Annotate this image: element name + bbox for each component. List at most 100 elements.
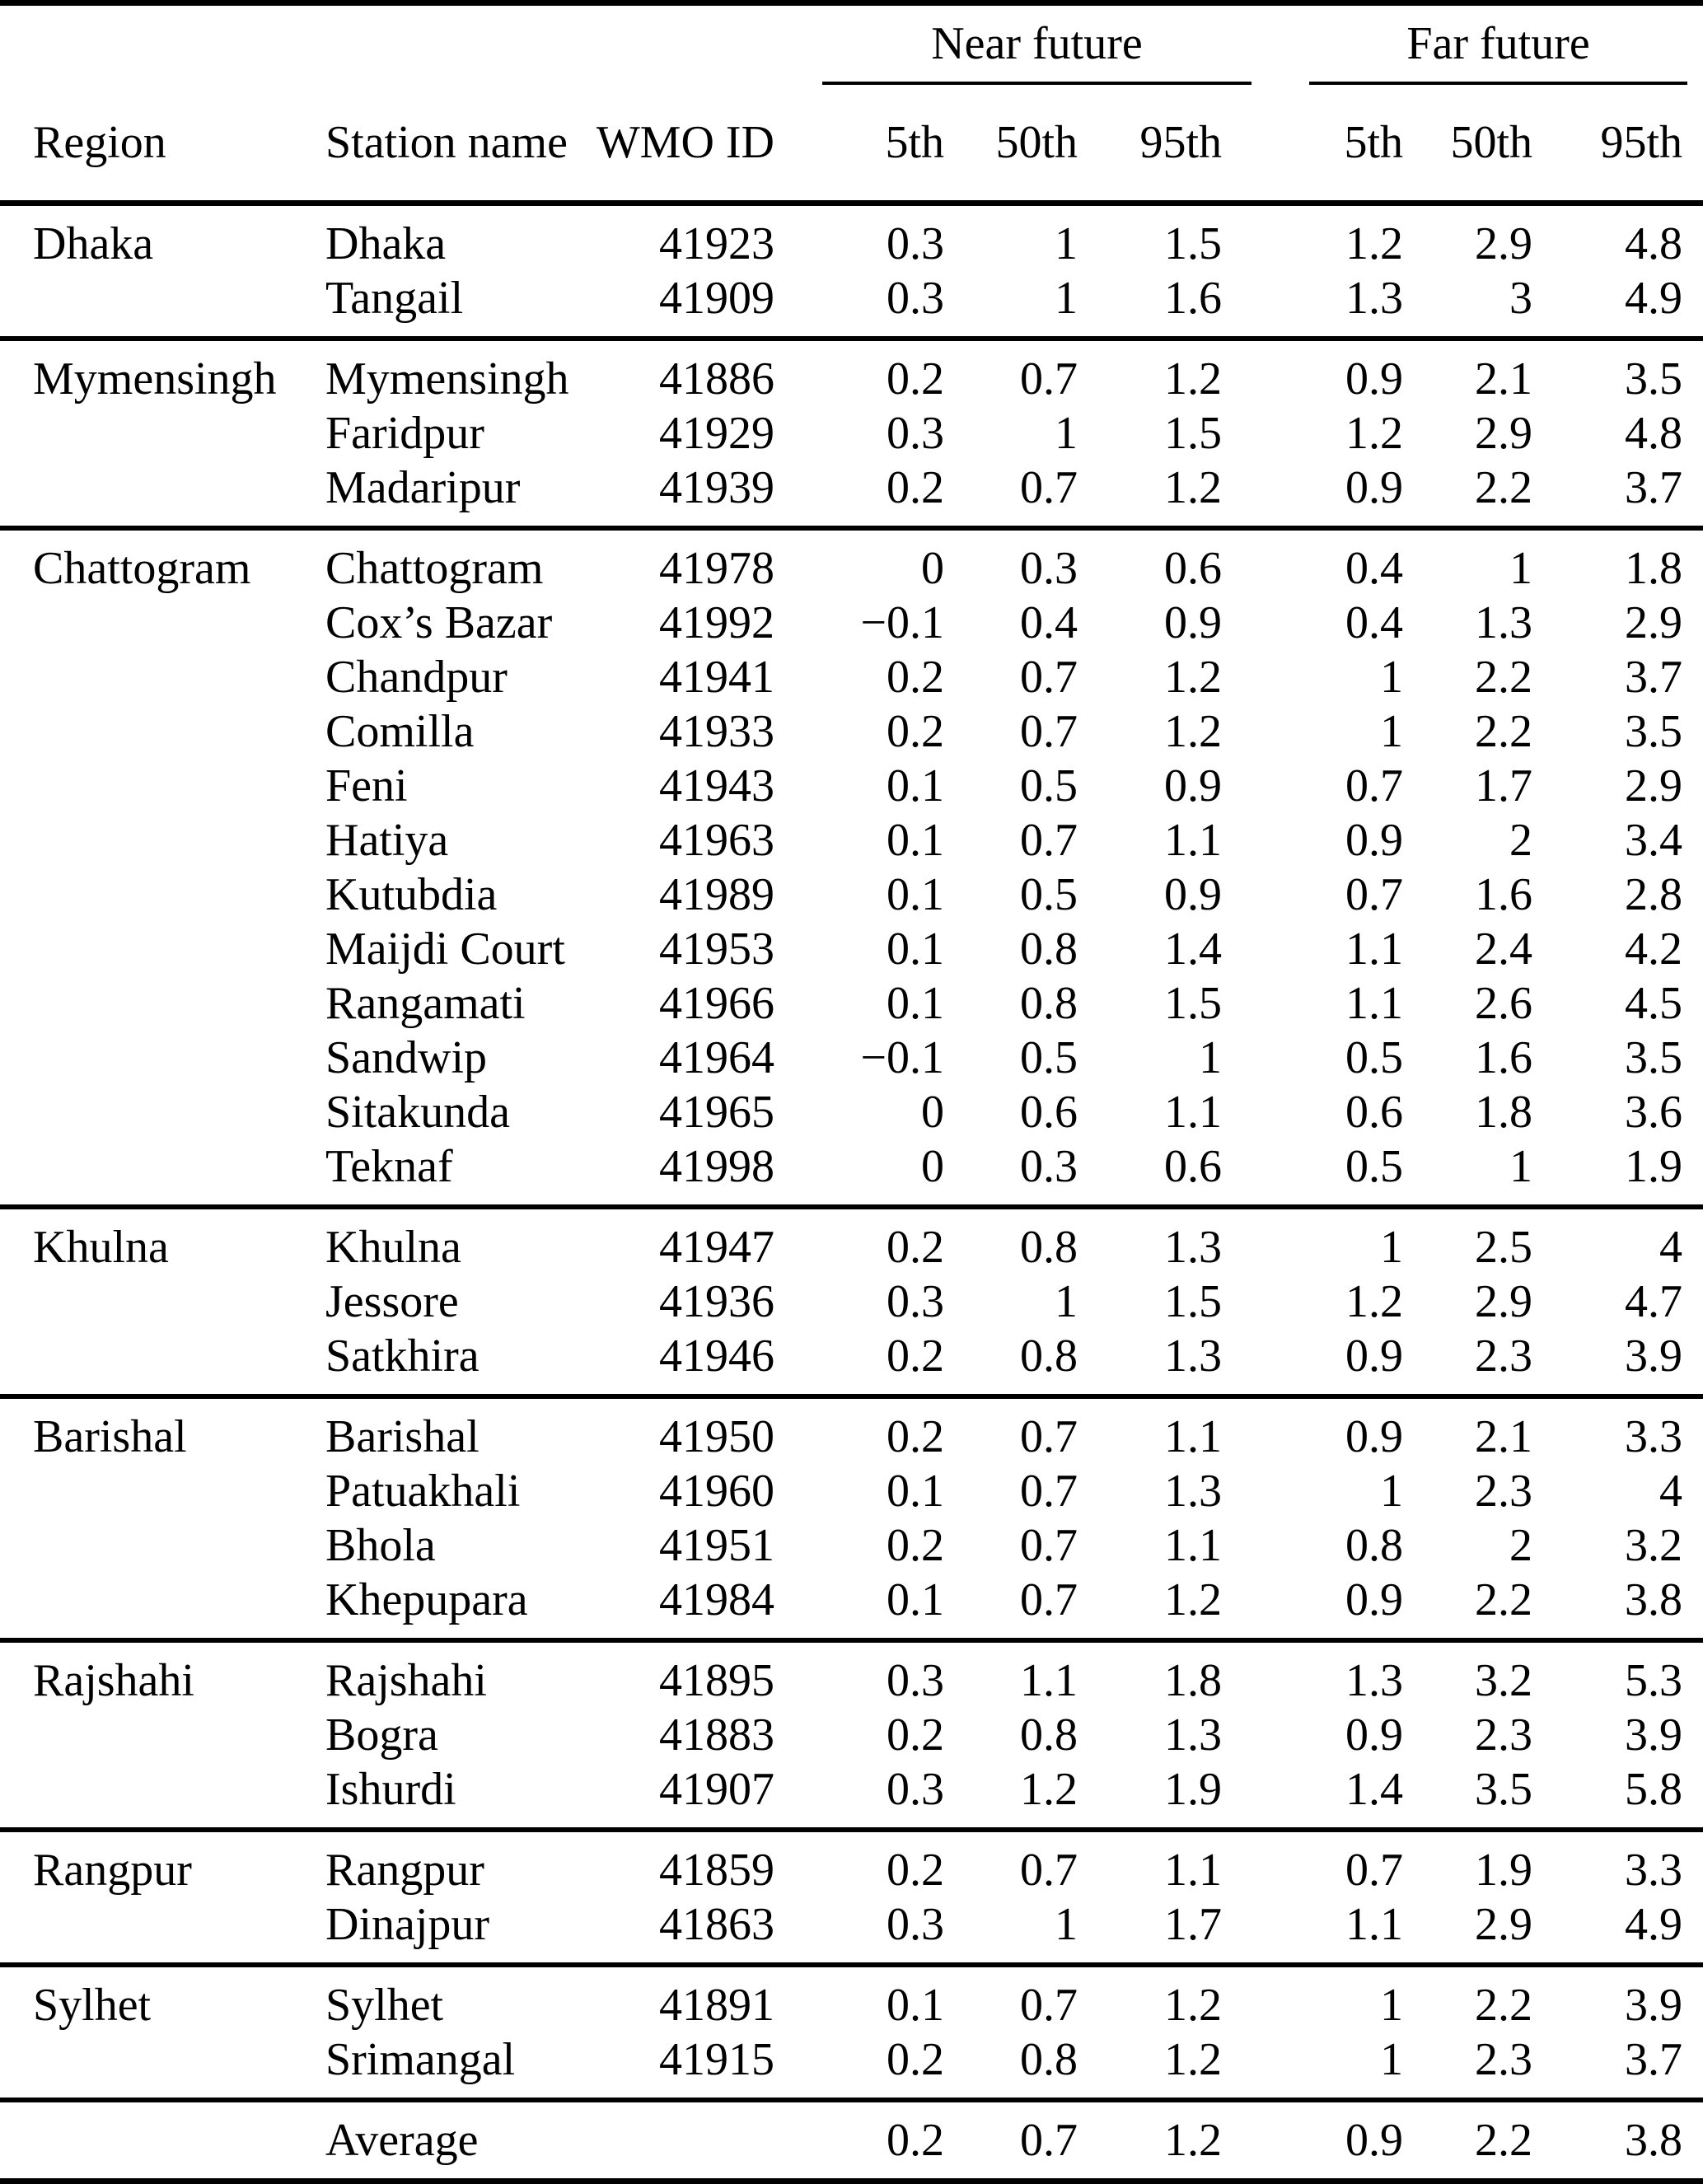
far-future-group-header: Far future <box>1406 18 1590 69</box>
cell-near-5th: 0 <box>921 1087 944 1138</box>
station-row: Chandpur 41941 0.2 0.7 1.2 1 2.2 3.7 <box>0 650 1703 704</box>
cell-gap <box>1225 2100 1287 2182</box>
cell-near-5th: 0 <box>921 1141 944 1192</box>
cell-far-95th: 3.8 <box>1625 2115 1683 2166</box>
cell-near-5th: 0.3 <box>887 1655 944 1706</box>
cell-station: Satkhira <box>325 1331 480 1382</box>
near-future-group-header: Near future <box>931 18 1143 69</box>
cell-near-95th: 1.1 <box>1164 1520 1223 1571</box>
cell-far-5th: 0.4 <box>1345 543 1404 594</box>
cell-gap <box>1225 868 1287 922</box>
cell-far-95th: 3.5 <box>1625 1032 1683 1083</box>
cell-near-5th: 0.2 <box>887 353 944 405</box>
cell-far-50th: 2.1 <box>1475 1411 1533 1462</box>
cell-far-50th: 2.5 <box>1475 1222 1533 1273</box>
cell-near-5th: 0 <box>921 543 944 594</box>
cell-far-5th: 0.9 <box>1345 1411 1404 1462</box>
cell-station: Chattogram <box>325 543 544 594</box>
cell-near-95th: 1.1 <box>1164 1411 1223 1462</box>
station-row: Dinajpur 41863 0.3 1 1.7 1.1 2.9 4.9 <box>0 1897 1703 1965</box>
cell-wmo-id: 41984 <box>659 1574 774 1625</box>
near-future-rule: Near future <box>822 6 1252 85</box>
cell-wmo-id: 41943 <box>659 760 774 811</box>
column-header-far-95th: 95th <box>1600 117 1683 168</box>
station-row: Hatiya 41963 0.1 0.7 1.1 0.9 2 3.4 <box>0 813 1703 868</box>
cell-near-50th: 0.7 <box>1020 1980 1078 2031</box>
cell-near-5th: −0.1 <box>860 1032 944 1083</box>
station-row: Jessore 41936 0.3 1 1.5 1.2 2.9 4.7 <box>0 1274 1703 1329</box>
cell-near-50th: 1.2 <box>1020 1764 1078 1815</box>
cell-far-95th: 3.5 <box>1625 353 1683 405</box>
average-section: Average 0.2 0.7 1.2 0.9 2.2 3.8 <box>0 2100 1703 2182</box>
cell-gap <box>1225 1762 1287 1830</box>
cell-gap <box>1225 1207 1287 1274</box>
cell-gap <box>1225 1897 1287 1965</box>
cell-near-5th: 0.2 <box>887 1331 944 1382</box>
cell-far-5th: 0.7 <box>1345 869 1404 920</box>
cell-station: Average <box>325 2115 479 2166</box>
cell-wmo-id: 41909 <box>659 273 774 324</box>
cell-wmo-id <box>593 2100 783 2182</box>
station-row: Sandwip 41964 −0.1 0.5 1 0.5 1.6 3.5 <box>0 1031 1703 1085</box>
cell-far-95th: 5.3 <box>1625 1655 1683 1706</box>
cell-far-50th: 1.3 <box>1475 597 1533 648</box>
cell-near-5th: −0.1 <box>860 597 944 648</box>
cell-far-5th: 1.1 <box>1345 978 1404 1029</box>
cell-near-5th: 0.1 <box>887 869 944 920</box>
cell-wmo-id: 41953 <box>659 924 774 975</box>
cell-far-95th: 3.5 <box>1625 706 1683 757</box>
cell-region <box>0 1897 325 1965</box>
region-section-barishal: Barishal Barishal 41950 0.2 0.7 1.1 0.9 2.1 3.3 P… <box>0 1396 1703 1640</box>
cell-wmo-id: 41966 <box>659 978 774 1029</box>
cell-far-5th: 0.7 <box>1345 760 1404 811</box>
cell-region <box>0 704 325 759</box>
cell-near-50th: 0.7 <box>1020 652 1078 703</box>
cell-near-5th: 0.2 <box>887 2034 944 2085</box>
cell-wmo-id: 41915 <box>659 2034 774 2085</box>
cell-station: Rajshahi <box>325 1655 487 1706</box>
cell-far-50th: 2.3 <box>1475 1709 1533 1761</box>
cell-near-5th: 0.1 <box>887 1574 944 1625</box>
cell-gap <box>1225 922 1287 976</box>
cell-region: Khulna <box>33 1222 169 1273</box>
cell-wmo-id: 41907 <box>659 1764 774 1815</box>
cell-station: Jessore <box>325 1276 459 1327</box>
cell-near-50th: 0.7 <box>1020 462 1078 513</box>
cell-far-95th: 5.8 <box>1625 1764 1683 1815</box>
cell-region <box>0 1085 325 1139</box>
cell-far-95th: 3.3 <box>1625 1411 1683 1462</box>
cell-region <box>0 1139 325 1207</box>
cell-near-5th: 0.3 <box>887 1276 944 1327</box>
cell-far-95th: 2.9 <box>1625 597 1683 648</box>
cell-station: Barishal <box>325 1411 480 1462</box>
cell-wmo-id: 41929 <box>659 408 774 459</box>
cell-far-5th: 0.9 <box>1345 1331 1404 1382</box>
cell-region <box>0 1031 325 1085</box>
cell-far-5th: 1 <box>1380 1222 1404 1273</box>
cell-near-95th: 1.2 <box>1164 652 1223 703</box>
cell-far-5th: 1.3 <box>1345 273 1404 324</box>
cell-far-5th: 0.9 <box>1345 1709 1404 1761</box>
cell-station: Cox’s Bazar <box>325 597 553 648</box>
cell-near-50th: 0.5 <box>1020 760 1078 811</box>
cell-far-50th: 2.1 <box>1475 353 1533 405</box>
cell-far-95th: 1.9 <box>1625 1141 1683 1192</box>
cell-far-50th: 1 <box>1509 543 1533 594</box>
cell-wmo-id: 41939 <box>659 462 774 513</box>
cell-far-5th: 0.9 <box>1345 462 1404 513</box>
cell-far-50th: 2 <box>1509 1520 1533 1571</box>
cell-far-5th: 1 <box>1380 2034 1404 2085</box>
group-header-spacer <box>0 3 783 86</box>
cell-near-5th: 0.1 <box>887 815 944 866</box>
column-header-near-95th: 95th <box>1139 117 1223 168</box>
cell-wmo-id: 41965 <box>659 1087 774 1138</box>
cell-far-50th: 2.6 <box>1475 978 1533 1029</box>
cell-far-95th: 4.8 <box>1625 408 1683 459</box>
cell-near-50th: 1 <box>1055 218 1078 269</box>
cell-far-50th: 2.9 <box>1475 1899 1533 1950</box>
cell-far-50th: 3.2 <box>1475 1655 1533 1706</box>
column-header-far-5th: 5th <box>1344 117 1404 168</box>
cell-far-5th: 1 <box>1380 652 1404 703</box>
cell-station: Madaripur <box>325 462 521 513</box>
cell-far-50th: 2.4 <box>1475 924 1533 975</box>
